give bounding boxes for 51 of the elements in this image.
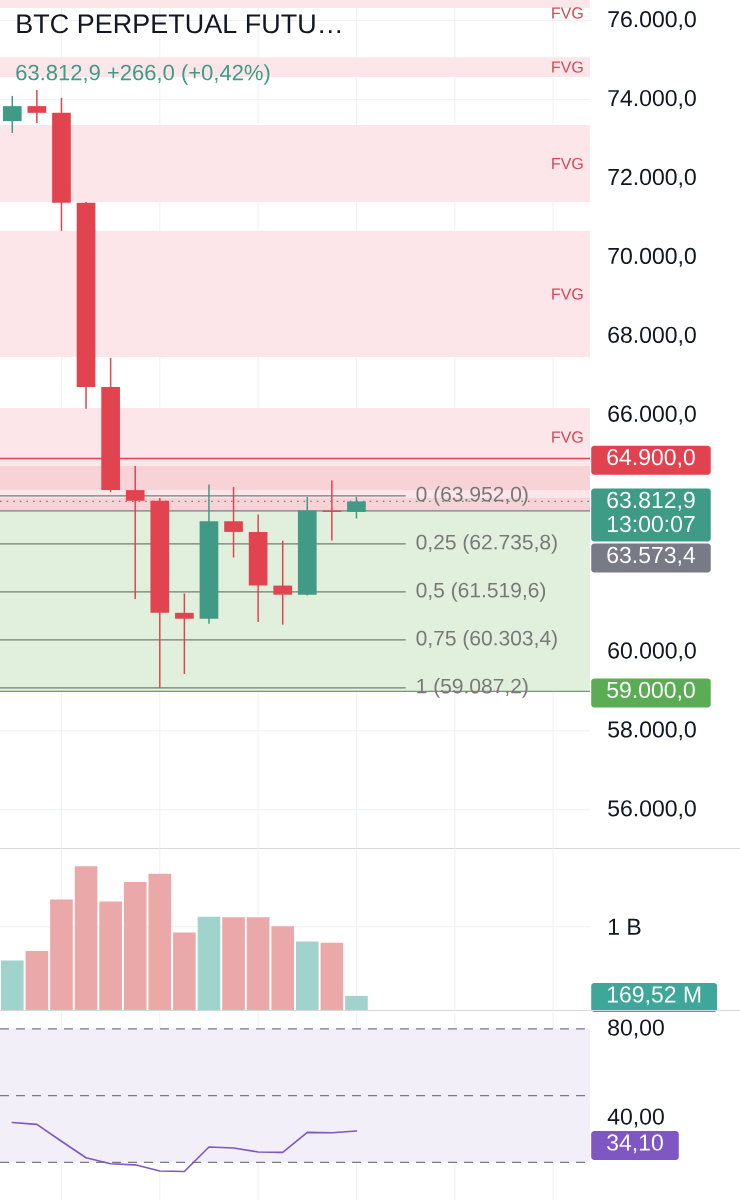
chart-title: BTC PERPETUAL FUTU… (17, 14, 341, 34)
bar (246, 917, 270, 1010)
band-label: FVG (552, 431, 583, 443)
text: 34,10 (607, 1134, 663, 1154)
candlestick (224, 486, 243, 559)
candlestick (125, 465, 145, 600)
candlestick (175, 592, 194, 675)
band-label: FVG (552, 288, 583, 300)
bar (320, 942, 344, 1010)
line-series (11, 1121, 358, 1173)
y-tick-label: 56.000,0 (608, 800, 696, 820)
candlestick (2, 95, 22, 134)
y-tick-label: 74.000,0 (608, 89, 696, 109)
bar (50, 899, 73, 1010)
band-label: FVG (552, 7, 583, 19)
y-tick-label: 66.000,0 (608, 405, 696, 425)
ref-line-label: 0,75 (60.303,4) (416, 630, 557, 650)
candlestick (273, 539, 293, 626)
text: 13:00:07 (607, 515, 695, 533)
bar (222, 917, 245, 1010)
candlestick (27, 89, 47, 124)
y-tick-label: 60.000,0 (608, 642, 696, 662)
y-tick-label: 80,00 (608, 1019, 664, 1039)
bar (173, 932, 196, 1010)
candlestick (347, 496, 366, 520)
y-tick-label: 68.000,0 (608, 326, 696, 346)
text: 63.812,9 +266,0 (+0,42%) (16, 64, 270, 85)
bar (74, 866, 98, 1010)
bar (295, 941, 319, 1010)
bar (271, 926, 295, 1010)
bar (25, 950, 49, 1010)
ref-line-label: 63.573,4 (607, 546, 696, 566)
ref-line-label: 0 (63.952,0) (416, 486, 528, 506)
y-tick-label: 70.000,0 (608, 247, 696, 267)
text: 169,52 M (607, 986, 701, 1006)
bar (345, 995, 368, 1010)
bar (0, 960, 24, 1010)
ref-line-label: 63.812,9 (607, 491, 695, 511)
band-label: FVG (552, 61, 583, 73)
y-tick-label: 58.000,0 (608, 721, 696, 741)
bar (99, 901, 122, 1010)
ref-line-label: 1 B (608, 918, 641, 935)
ref-line-label: 64.900,0 (607, 448, 695, 468)
y-tick-label: 72.000,0 (608, 168, 696, 188)
y-tick-label: 76.000,0 (608, 11, 696, 30)
ref-line-label: 0,5 (61.519,6) (416, 582, 546, 602)
bar (197, 916, 221, 1010)
ref-line-label: 59.000,0 (607, 681, 695, 701)
y-tick-label: 40,00 (607, 1108, 664, 1128)
ref-line-label: 0,25 (62.735,8) (416, 534, 557, 554)
band-label: FVG (552, 157, 583, 170)
